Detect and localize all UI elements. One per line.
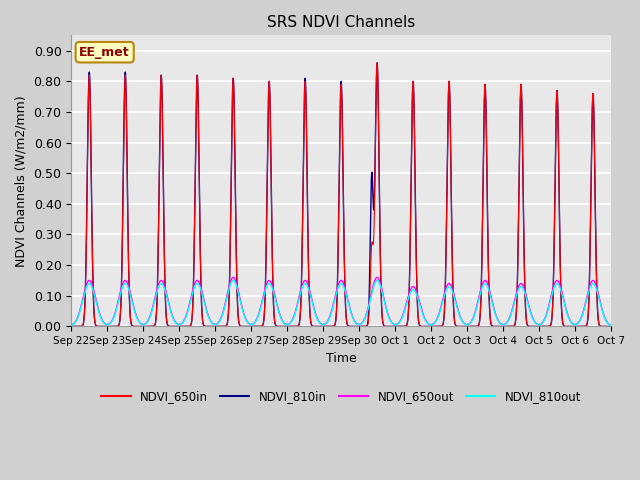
Text: EE_met: EE_met [79,46,130,59]
Legend: NDVI_650in, NDVI_810in, NDVI_650out, NDVI_810out: NDVI_650in, NDVI_810in, NDVI_650out, NDV… [96,385,586,408]
X-axis label: Time: Time [326,352,356,365]
Y-axis label: NDVI Channels (W/m2/mm): NDVI Channels (W/m2/mm) [15,95,28,267]
Title: SRS NDVI Channels: SRS NDVI Channels [267,15,415,30]
